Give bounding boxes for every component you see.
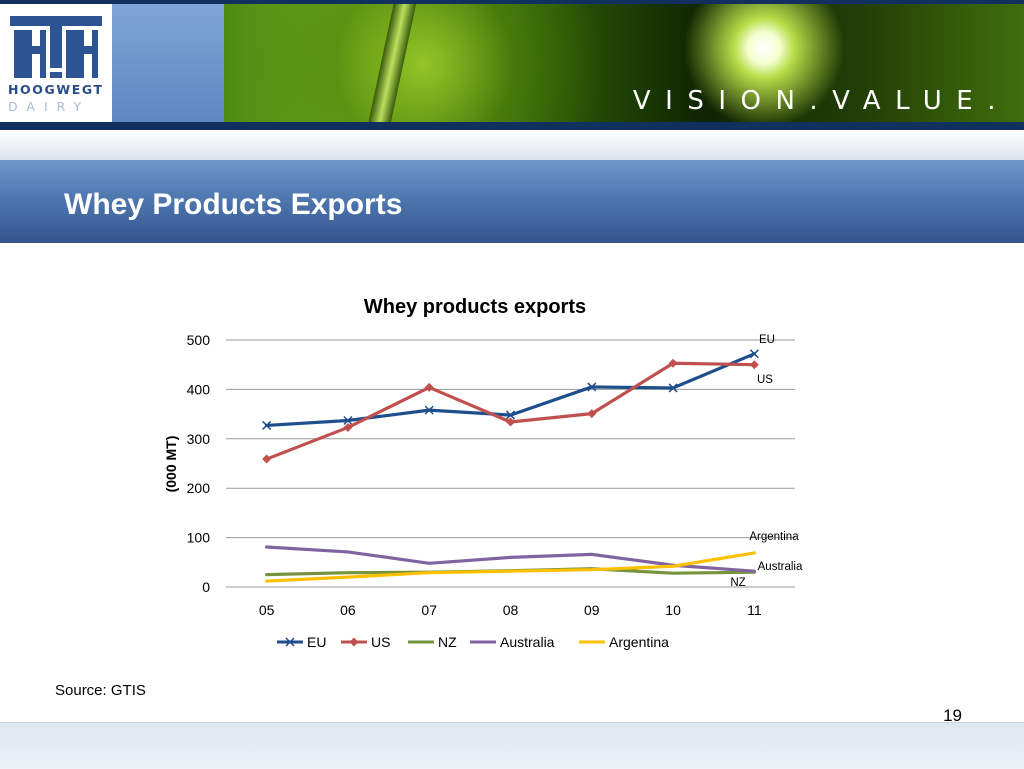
series-end-label-argentina: Argentina <box>749 531 799 543</box>
legend-label-us: US <box>371 634 390 650</box>
x-tick-label: 06 <box>340 602 356 618</box>
series-end-label-australia: Australia <box>758 561 803 573</box>
series-end-label-eu: EU <box>759 334 775 346</box>
y-axis-ticks: 0 100 200 300 400 500 <box>187 332 211 595</box>
legend-label-eu: EU <box>307 634 326 650</box>
y-axis-label: (000 MT) <box>163 436 179 493</box>
page-number: 19 <box>943 706 962 725</box>
header-bottom-bar <box>0 122 1024 130</box>
series-line-us <box>265 361 756 461</box>
data-point-eu <box>262 420 272 430</box>
data-point-eu <box>343 415 353 426</box>
x-tick-label: 11 <box>747 602 762 618</box>
x-tick-label: 05 <box>259 602 275 618</box>
legend-marker-eu <box>285 637 295 647</box>
y-tick-label: 0 <box>202 579 210 595</box>
y-tick-label: 400 <box>187 381 211 397</box>
company-logo: HOOGWEGT DAIRY <box>0 4 112 122</box>
grass-blade-graphic <box>364 4 418 122</box>
series-line-argentina <box>265 551 756 583</box>
series-line-australia <box>265 545 756 573</box>
slide-title: Whey Products Exports <box>64 188 403 221</box>
x-tick-label: 10 <box>665 602 681 618</box>
data-point-eu <box>668 383 678 393</box>
data-point-us <box>424 382 434 392</box>
legend-label-australia: Australia <box>500 634 555 650</box>
y-tick-label: 200 <box>187 480 211 496</box>
series-end-labels: EU US NZ Australia Argentina <box>730 334 803 589</box>
data-point-eu <box>749 349 759 359</box>
legend-label-argentina: Argentina <box>609 634 669 650</box>
whey-exports-chart: Whey products exports (000 MT) 0 100 200 30… <box>163 296 803 650</box>
series-end-label-nz: NZ <box>730 577 745 589</box>
chart-gridlines <box>226 339 795 588</box>
logo-text-hoogwegt: HOOGWEGT <box>8 82 104 97</box>
legend-label-nz: NZ <box>438 634 457 650</box>
y-tick-label: 300 <box>187 431 211 447</box>
footer-band <box>0 722 1024 769</box>
data-point-us <box>668 358 678 368</box>
y-tick-label: 100 <box>187 530 211 546</box>
x-axis-ticks: 05 06 07 08 09 10 11 <box>259 602 762 618</box>
y-tick-label: 500 <box>187 332 211 348</box>
data-point-eu <box>505 410 516 420</box>
tagline: VISION.VALUE. <box>632 86 1010 116</box>
data-point-eu <box>587 382 597 392</box>
legend-marker-us <box>349 637 359 647</box>
slide-title-bar: Whey Products Exports <box>0 160 1024 243</box>
chart-title: Whey products exports <box>364 296 586 318</box>
x-tick-label: 07 <box>421 602 437 618</box>
x-tick-label: 09 <box>584 602 600 618</box>
header-top-bar <box>0 0 1024 4</box>
series-lines <box>262 349 759 583</box>
source-note: Source: GTIS <box>55 682 146 699</box>
data-point-eu <box>424 405 434 415</box>
data-point-us <box>262 454 272 464</box>
series-end-label-us: US <box>757 374 773 386</box>
data-point-us <box>587 409 597 419</box>
logo-mark-icon <box>10 16 102 78</box>
chart-legend: EU US NZ Australia Argentina <box>277 634 669 650</box>
x-tick-label: 08 <box>503 602 519 618</box>
header-grey-strip <box>0 130 1024 160</box>
data-point-us <box>506 417 515 427</box>
data-point-us <box>749 360 759 370</box>
header-banner-image: VISION.VALUE. <box>224 4 1024 122</box>
logo-text-dairy: DAIRY <box>8 99 91 114</box>
header-blue-panel <box>112 4 224 122</box>
data-point-us <box>343 422 353 432</box>
